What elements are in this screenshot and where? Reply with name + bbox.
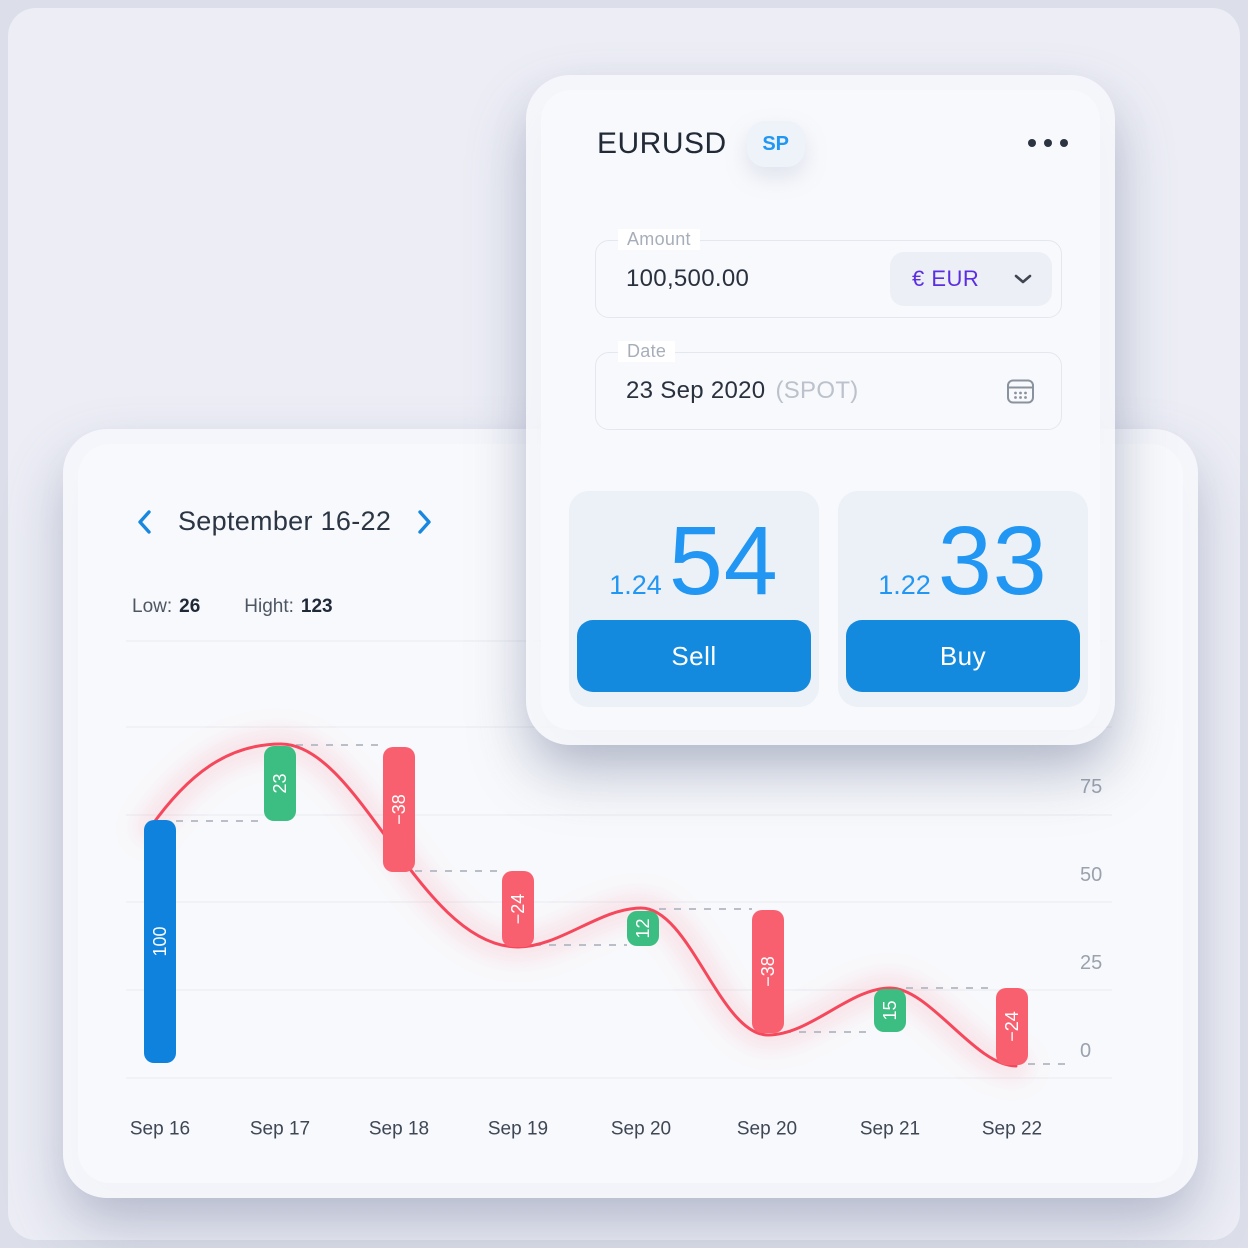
bar-value-label: 100	[150, 926, 170, 956]
next-week-button[interactable]	[414, 507, 435, 537]
y-tick-label: 0	[1080, 1040, 1091, 1062]
x-axis-label: Sep 16	[130, 1119, 190, 1140]
sell-price-big: 54	[668, 506, 779, 615]
waterfall-bar-sep-16[interactable]	[144, 820, 176, 1063]
buy-price-big: 33	[937, 506, 1048, 615]
prev-week-button[interactable]	[134, 507, 155, 537]
x-axis-label: Sep 20	[611, 1119, 671, 1140]
trend-curve	[148, 742, 1018, 1068]
currency-dropdown[interactable]: € EUR	[890, 252, 1052, 306]
date-field[interactable]: Date 23 Sep 2020 (SPOT)	[595, 341, 1062, 430]
bar-value-label: −38	[758, 956, 778, 987]
bar-value-label: 12	[633, 918, 653, 938]
y-tick-label: 25	[1080, 952, 1102, 974]
bar-value-label: 15	[880, 1000, 900, 1020]
waterfall-bar-sep-22[interactable]	[996, 988, 1028, 1065]
buy-price-small: 1.22	[878, 570, 931, 600]
buy-price: 1.22 33	[838, 506, 1088, 615]
quote-header: EURUSD SP	[597, 121, 805, 167]
symbol-title: EURUSD	[597, 127, 727, 160]
amount-field[interactable]: Amount 100,500.00 € EUR	[595, 229, 1062, 318]
sell-button[interactable]: Sell	[577, 620, 811, 692]
calendar-button[interactable]	[1006, 377, 1035, 406]
date-text: 23 Sep 2020	[626, 377, 766, 404]
high-stat: Hight: 123	[244, 596, 332, 618]
amount-label: Amount	[618, 229, 700, 250]
buy-panel: 1.22 33 Buy	[838, 491, 1088, 707]
waterfall-bar-sep-21[interactable]	[874, 989, 906, 1032]
low-label: Low:	[132, 596, 173, 617]
x-axis-label: Sep 20	[737, 1119, 797, 1140]
dot-icon	[1044, 139, 1052, 147]
x-axis-label: Sep 22	[982, 1119, 1042, 1140]
sell-price: 1.24 54	[569, 506, 819, 615]
waterfall-chart: 100 23 −38 −24 12 −38 15 −24 75 50 25 0 Sep 16 Sep 17…	[126, 640, 1112, 1140]
waterfall-bar-sep-20[interactable]	[627, 911, 659, 946]
x-axis-label: Sep 17	[250, 1119, 310, 1140]
bar-value-label: −24	[508, 894, 528, 925]
date-value: 23 Sep 2020 (SPOT)	[626, 377, 859, 405]
bar-value-label: 23	[270, 773, 290, 793]
waterfall-bar-sep-17[interactable]	[264, 746, 296, 821]
high-value: 123	[300, 596, 333, 617]
more-menu-button[interactable]	[1028, 139, 1068, 147]
y-tick-label: 50	[1080, 864, 1102, 886]
spot-badge: SP	[746, 121, 805, 167]
calendar-icon	[1007, 379, 1034, 404]
date-suffix: (SPOT)	[775, 377, 859, 404]
dot-icon	[1028, 139, 1036, 147]
waterfall-bar-sep-18[interactable]	[383, 747, 415, 872]
high-label: Hight:	[244, 596, 294, 617]
low-stat: Low: 26	[132, 596, 200, 618]
x-axis-label: Sep 21	[860, 1119, 920, 1140]
quote-card: EURUSD SP Amount 100,500.00 € EUR Date 2…	[526, 75, 1115, 745]
waterfall-bar-sep-19[interactable]	[502, 871, 534, 947]
dot-icon	[1060, 139, 1068, 147]
chevron-left-icon	[138, 509, 151, 534]
low-value: 26	[179, 596, 201, 617]
x-axis-label: Sep 18	[369, 1119, 429, 1140]
x-axis-label: Sep 19	[488, 1119, 548, 1140]
buy-button[interactable]: Buy	[846, 620, 1080, 692]
low-high-summary: Low: 26 Hight: 123	[132, 596, 333, 618]
sell-panel: 1.24 54 Sell	[569, 491, 819, 707]
date-label: Date	[618, 341, 676, 362]
chevron-down-icon	[1014, 274, 1032, 284]
bar-value-label: −24	[1002, 1011, 1022, 1042]
amount-value[interactable]: 100,500.00	[626, 265, 750, 292]
bar-value-label: −38	[389, 794, 409, 825]
week-navigator: September 16-22	[134, 506, 435, 537]
chart-title: September 16-22	[178, 506, 392, 536]
sell-price-small: 1.24	[609, 570, 662, 600]
currency-selected: € EUR	[912, 266, 980, 291]
chevron-right-icon	[418, 509, 431, 534]
y-tick-label: 75	[1080, 776, 1102, 798]
waterfall-bar-sep-20[interactable]	[752, 910, 784, 1033]
